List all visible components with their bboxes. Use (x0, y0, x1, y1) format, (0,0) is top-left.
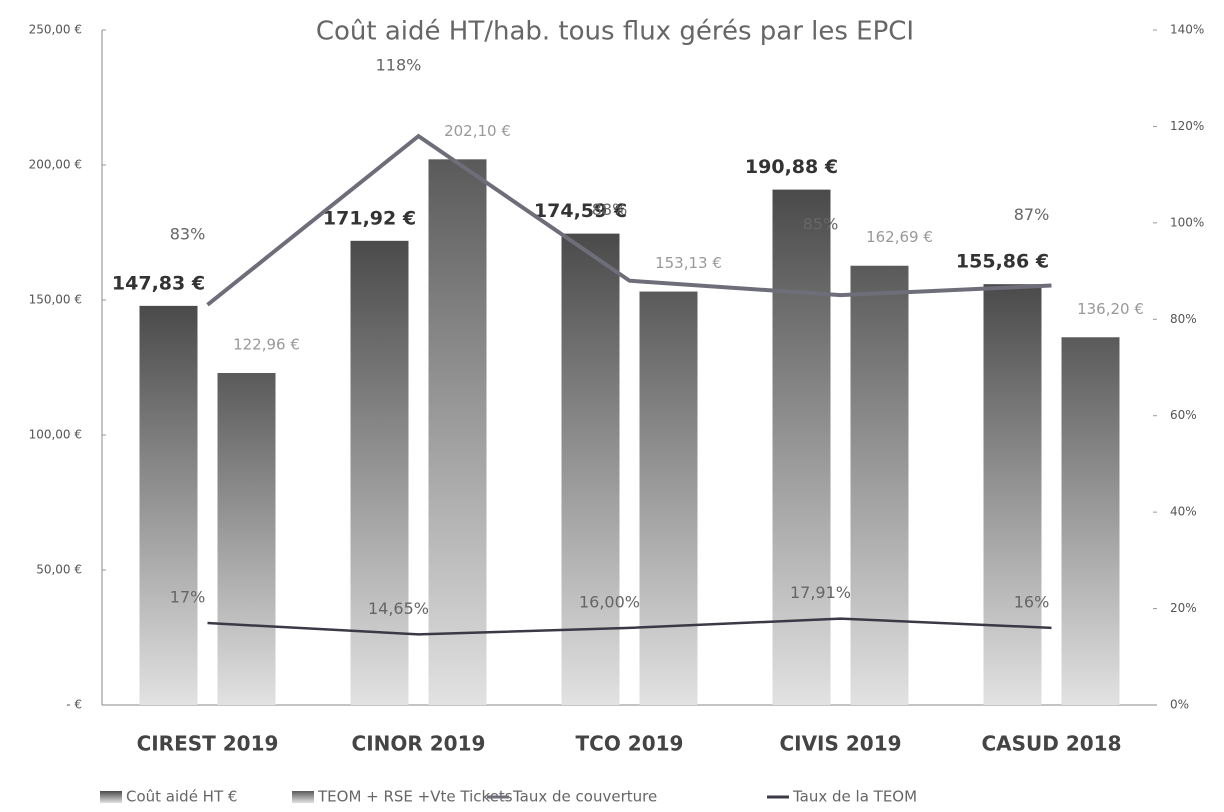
y2-tick-label: 80% (1170, 312, 1197, 326)
data-label: 162,69 € (866, 228, 933, 246)
bar (350, 240, 409, 706)
bar (772, 189, 831, 705)
y-tick-label: 50,00 € (36, 563, 82, 577)
data-label: 153,13 € (655, 254, 722, 272)
bar (561, 233, 620, 705)
x-tick-label: CIREST 2019 (137, 732, 279, 756)
data-label: 171,92 € (323, 207, 416, 229)
y2-tick-label: 100% (1170, 215, 1204, 229)
legend-swatch (292, 791, 314, 803)
data-label: 147,83 € (112, 272, 205, 294)
legend-label: Taux de couverture (512, 788, 657, 806)
data-label: 17,91% (790, 583, 851, 602)
y-tick-label: 200,00 € (29, 158, 82, 172)
y-tick-label: 100,00 € (29, 428, 82, 442)
y2-tick-label: 140% (1170, 23, 1204, 37)
x-tick-label: CINOR 2019 (352, 732, 486, 756)
bar (428, 159, 487, 705)
y-tick-label: 150,00 € (29, 293, 82, 307)
data-label: 155,86 € (956, 251, 1049, 273)
data-label: 16,00% (579, 592, 640, 611)
y2-tick-label: 60% (1170, 408, 1197, 422)
data-label: 17% (170, 588, 206, 607)
y-tick-label: - € (66, 698, 82, 712)
y2-tick-label: 120% (1170, 119, 1204, 133)
data-label: 83% (170, 224, 206, 243)
data-label: 190,88 € (745, 156, 838, 178)
data-label: 14,65% (368, 599, 429, 618)
bar (1061, 337, 1120, 705)
data-label: 87% (1014, 205, 1050, 224)
data-label: 136,20 € (1077, 300, 1144, 318)
legend-label: Taux de la TEOM (792, 788, 917, 806)
data-label: 202,10 € (444, 122, 511, 140)
chart-title: Coût aidé HT/hab. tous flux gérés par le… (316, 17, 914, 47)
bar (217, 373, 276, 705)
x-tick-label: TCO 2019 (576, 732, 684, 756)
bar (983, 284, 1042, 705)
line (207, 617, 1052, 636)
data-label: 16% (1014, 592, 1050, 611)
data-label: 122,96 € (233, 336, 300, 354)
data-label: 174,59 € (534, 200, 627, 222)
bar (850, 265, 909, 705)
data-label: 118% (376, 56, 422, 75)
y2-tick-label: 20% (1170, 601, 1197, 615)
y2-tick-label: 40% (1170, 505, 1197, 519)
legend-label: TEOM + RSE +Vte Tickets (317, 788, 513, 806)
x-tick-label: CASUD 2018 (981, 732, 1121, 756)
y-tick-label: 250,00 € (29, 23, 82, 37)
line (206, 133, 1052, 307)
data-label: 88% (592, 200, 628, 219)
x-tick-label: CIVIS 2019 (779, 732, 901, 756)
bar (139, 305, 198, 705)
bar (639, 291, 698, 705)
y2-tick-label: 0% (1170, 698, 1189, 712)
data-label: 85% (803, 215, 839, 234)
legend-label: Coût aidé HT € (126, 788, 237, 806)
legend-swatch (100, 791, 122, 803)
